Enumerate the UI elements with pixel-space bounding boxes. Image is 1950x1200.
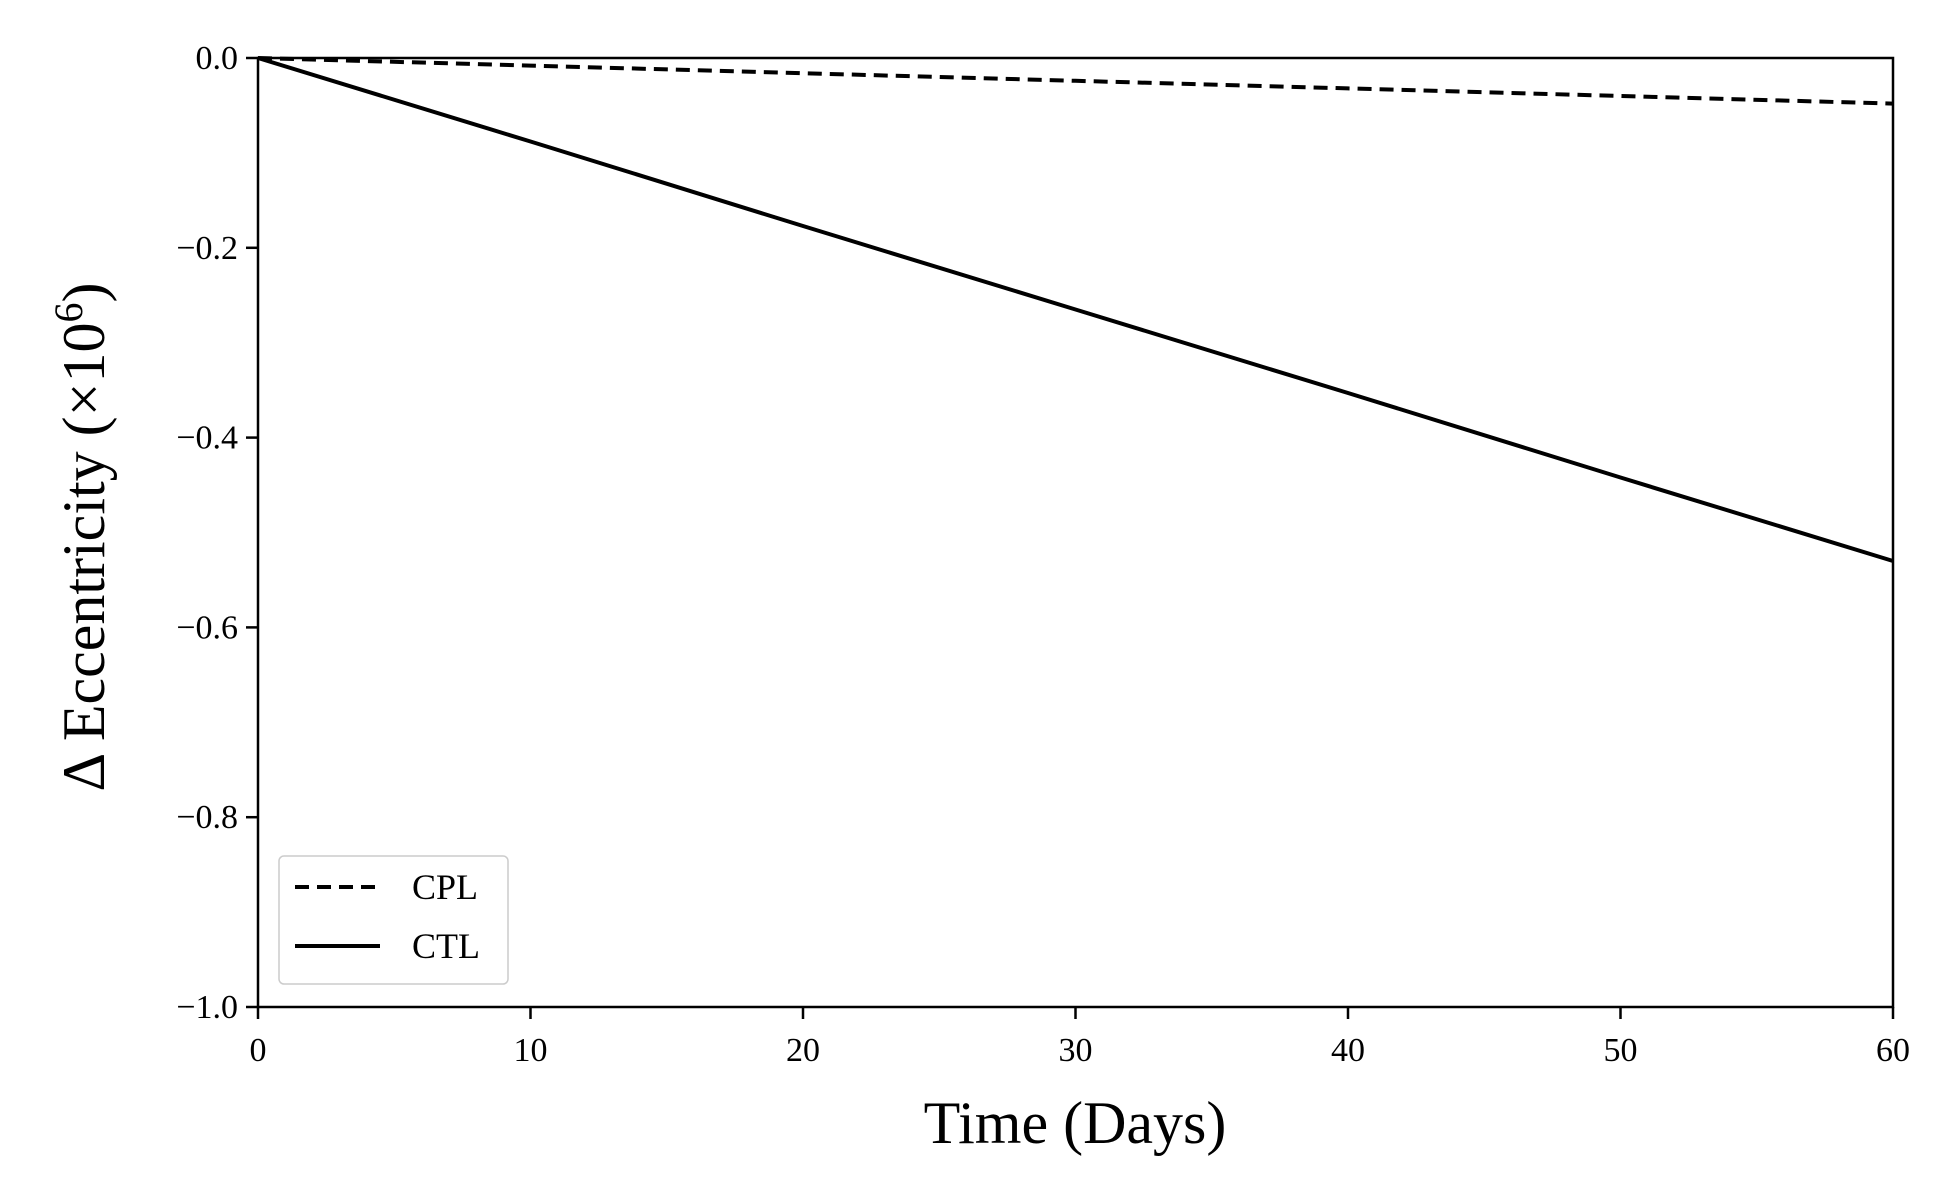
y-axis-title-exponent: 6 — [46, 303, 91, 323]
y-axis: 0.0 −0.2 −0.4 −0.6 −0.8 −1.0 — [176, 40, 258, 1026]
legend-label-cpl: CPL — [412, 867, 478, 907]
y-tick-label: −0.6 — [176, 609, 238, 646]
legend-frame — [278, 855, 509, 985]
y-axis-title-text: Δ Eccentricity (×10 — [51, 323, 117, 792]
x-axis-title: Time (Days) — [924, 1090, 1227, 1156]
x-axis: 0 10 20 30 40 50 60 — [250, 1007, 1910, 1069]
x-tick-label: 30 — [1059, 1032, 1093, 1069]
y-tick-label: 0.0 — [196, 40, 239, 77]
x-tick-label: 50 — [1604, 1032, 1638, 1069]
x-tick-label: 20 — [786, 1032, 820, 1069]
legend-label-ctl: CTL — [412, 926, 480, 966]
y-tick-label: −0.4 — [176, 420, 238, 457]
legend: CPL CTL — [278, 855, 509, 985]
y-axis-title-suffix: ) — [51, 283, 117, 303]
y-axis-title: Δ Eccentricity (×106) — [46, 283, 117, 792]
series-layer — [257, 56, 1894, 563]
x-tick-label: 10 — [514, 1032, 548, 1069]
series-line-cpl — [257, 56, 1894, 106]
y-tick-label: −0.2 — [176, 230, 238, 267]
x-tick-label: 0 — [250, 1032, 267, 1069]
series-line-ctl — [257, 56, 1894, 563]
y-tick-label: −0.8 — [176, 799, 238, 836]
x-tick-label: 40 — [1331, 1032, 1365, 1069]
y-tick-label: −1.0 — [176, 989, 238, 1026]
x-tick-label: 60 — [1876, 1032, 1910, 1069]
